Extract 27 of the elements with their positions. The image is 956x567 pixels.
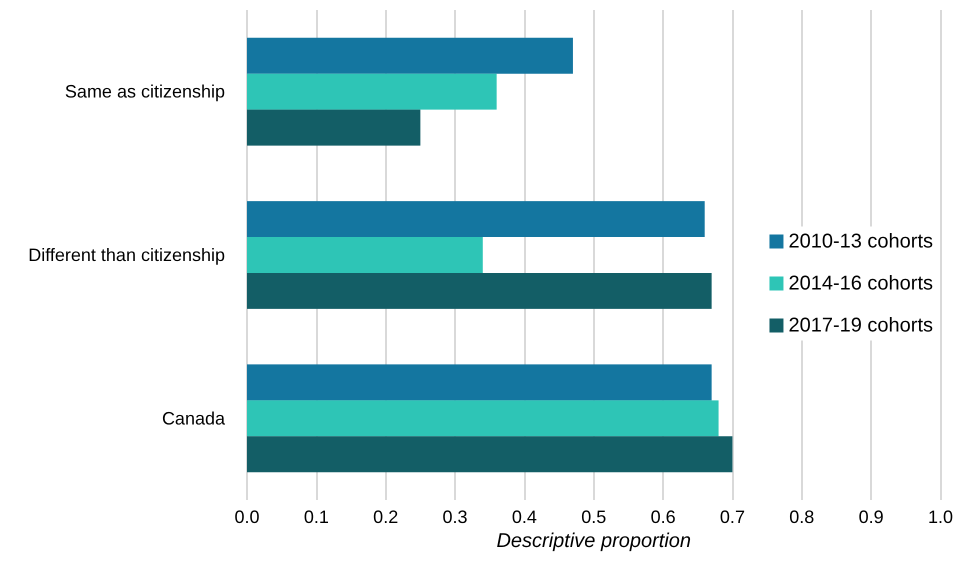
- y-tick-label: Canada: [162, 408, 226, 428]
- x-tick-label: 0.4: [512, 507, 537, 527]
- bar: [247, 74, 497, 110]
- x-tick-label: 0.7: [720, 507, 745, 527]
- x-axis-title: Descriptive proportion: [496, 530, 692, 552]
- bar: [247, 272, 712, 309]
- y-tick-label: Different than citizenship: [28, 245, 225, 265]
- x-tick-label: 0.2: [373, 507, 398, 527]
- bar: [247, 201, 705, 238]
- bar: [247, 400, 719, 436]
- bar: [247, 237, 483, 273]
- x-tick-label: 0.9: [858, 507, 884, 527]
- x-tick-label: 1.0: [928, 507, 954, 527]
- x-tick-label: 0.1: [304, 507, 329, 527]
- x-tick-label: 0.0: [234, 507, 260, 527]
- x-tick-label: 0.3: [442, 507, 468, 527]
- x-tick-label: 0.8: [789, 507, 814, 527]
- bar: [247, 110, 420, 146]
- legend-label: 2014-16 cohorts: [788, 272, 934, 294]
- bar: [247, 364, 712, 400]
- bar: [247, 436, 732, 472]
- x-tick-label: 0.5: [581, 507, 606, 527]
- y-tick-label: Same as citizenship: [64, 82, 225, 102]
- legend-label: 2017-19 cohorts: [788, 314, 934, 336]
- legend-label: 2010-13 cohorts: [788, 230, 934, 252]
- x-tick-label: 0.6: [650, 507, 676, 527]
- bar: [247, 38, 573, 74]
